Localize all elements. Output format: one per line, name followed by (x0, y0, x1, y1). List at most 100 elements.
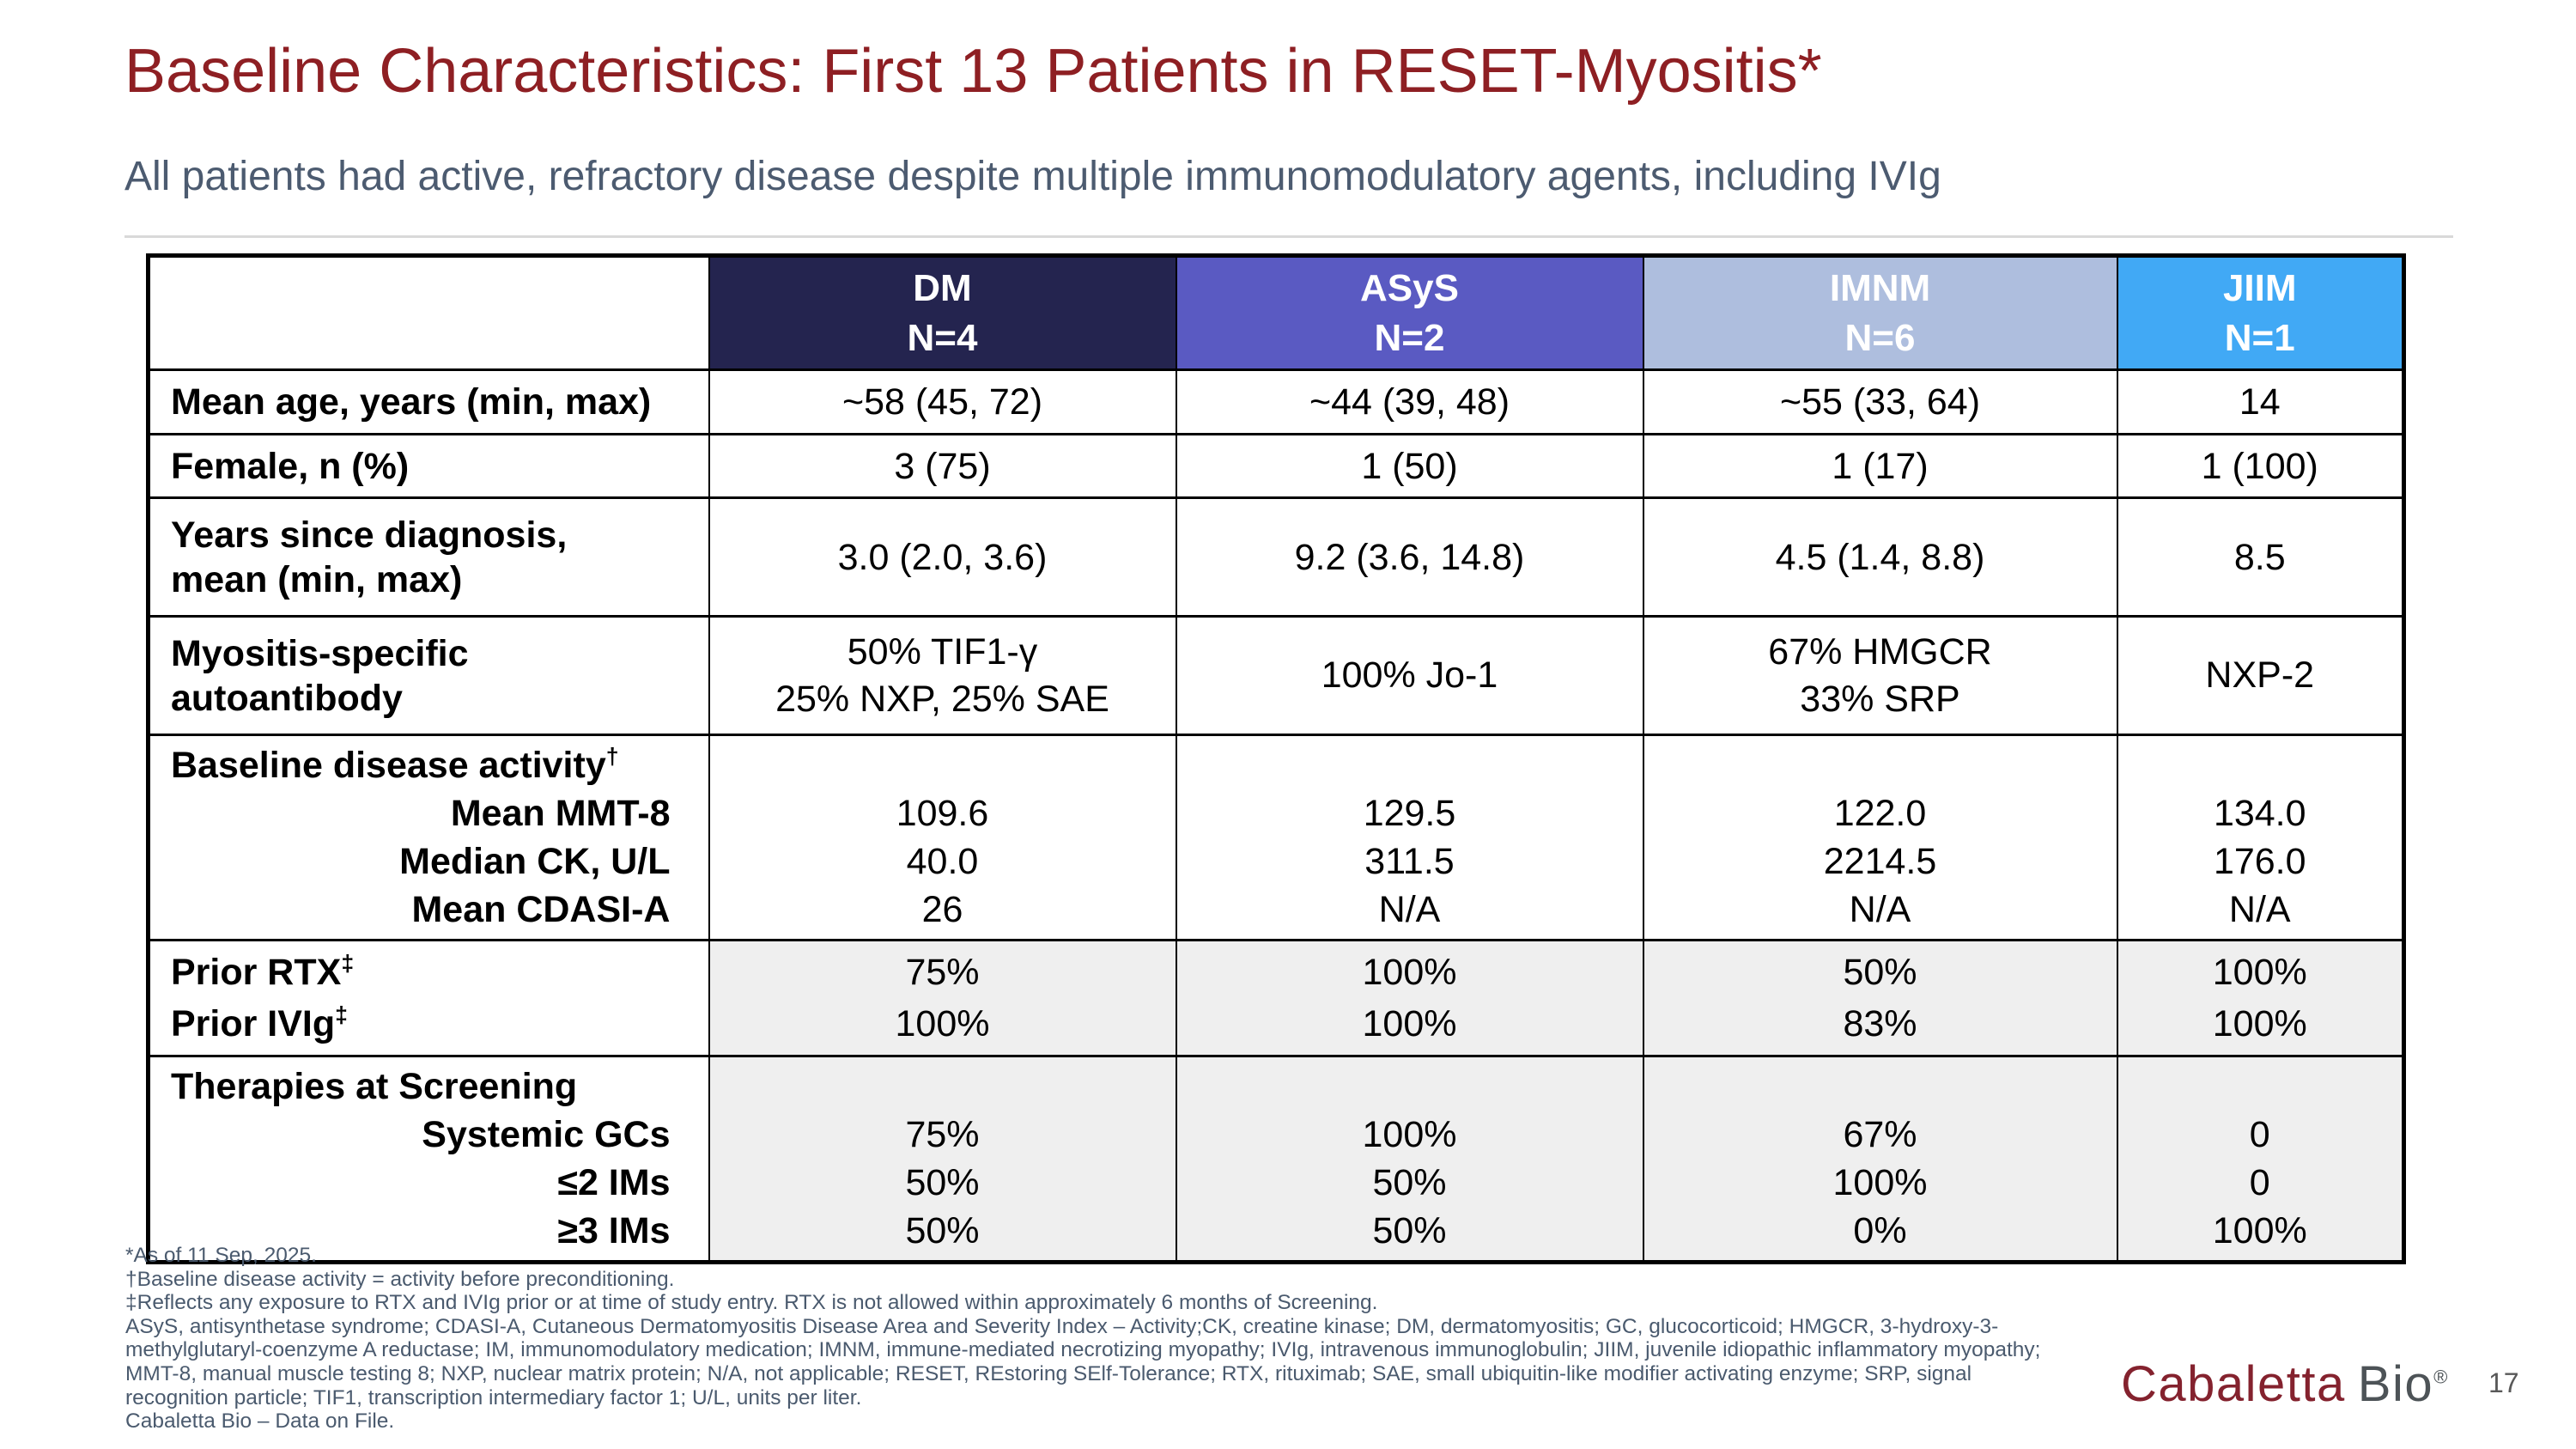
cell-dm: 50% TIF1-γ 25% NXP, 25% SAE (708, 615, 1177, 736)
row-label-line1: Prior RTX‡ (171, 950, 355, 993)
row-label: Prior RTX‡ Prior IVIg‡ (147, 939, 710, 1057)
table: DM N=4 ASyS N=2 IMNM N=6 JIIM N=1 Mea (146, 253, 2406, 1264)
row-label-line1: Years since diagnosis, (171, 514, 568, 556)
corner-cell (147, 254, 710, 371)
column-n: N=4 (907, 316, 978, 359)
cell-imnm: 67% HMGCR 33% SRP (1642, 615, 2118, 736)
column-header-dm: DM N=4 (708, 254, 1177, 371)
footnote-line: ASyS, antisynthetase syndrome; CDASI-A, … (125, 1314, 1999, 1338)
row-label-line1: Myositis-specific (171, 632, 469, 674)
row-label-line2: mean (min, max) (171, 558, 463, 600)
logo-text-cabaletta: Cabaletta (2121, 1356, 2346, 1412)
row-label: Female, n (%) (147, 433, 710, 499)
spacer-line (2119, 741, 2402, 789)
cell-dm: 75% 50% 50% (708, 1055, 1177, 1263)
baseline-characteristics-table: DM N=4 ASyS N=2 IMNM N=6 JIIM N=1 Mea (146, 253, 2406, 1264)
footnote-line: †Baseline disease activity = activity be… (125, 1267, 675, 1291)
sub-label: Systemic GCs (422, 1114, 671, 1155)
cell-asys: 9.2 (3.6, 14.8) (1175, 496, 1644, 618)
cell-asys: 129.5 311.5 N/A (1175, 734, 1644, 941)
group-title: Therapies at Screening (171, 1066, 578, 1107)
footnote-line: recognition particle; TIF1, transcriptio… (125, 1385, 862, 1409)
table-row-prior-therapy: Prior RTX‡ Prior IVIg‡ 75% 100% 100% 100… (147, 939, 2405, 1057)
column-name: IMNM (1829, 266, 1931, 309)
cell-dm: ~58 (45, 72) (708, 368, 1177, 435)
cell-dm: 3.0 (2.0, 3.6) (708, 496, 1177, 618)
sub-label: Mean CDASI-A (411, 889, 671, 930)
cell-imnm: ~55 (33, 64) (1642, 368, 2118, 435)
row-label-line2: autoantibody (171, 677, 403, 719)
cell-asys: ~44 (39, 48) (1175, 368, 1644, 435)
column-name: ASyS (1360, 266, 1459, 309)
logo-text-bio: Bio (2357, 1356, 2434, 1412)
cell-asys: 100% Jo-1 (1175, 615, 1644, 736)
cell-asys: 100% 100% (1175, 939, 1644, 1057)
column-n: N=1 (2224, 316, 2295, 359)
cell-imnm: 50% 83% (1642, 939, 2118, 1057)
cell-imnm: 67% 100% 0% (1642, 1055, 2118, 1263)
column-header-jiim: JIIM N=1 (2116, 254, 2405, 371)
spacer-line (1645, 741, 2116, 789)
sub-label: ≤2 IMs (557, 1162, 671, 1203)
double-dagger-mark: ‡ (341, 950, 355, 977)
table-header-row: DM N=4 ASyS N=2 IMNM N=6 JIIM N=1 (147, 254, 2405, 371)
table-row-autoantibody: Myositis-specific autoantibody 50% TIF1-… (147, 615, 2405, 736)
spacer-line (1178, 741, 1642, 789)
spacer-line (2119, 1062, 2402, 1111)
row-label: Mean age, years (min, max) (147, 368, 710, 435)
cell-dm: 3 (75) (708, 433, 1177, 499)
cabaletta-bio-logo: Cabaletta Bio® (2121, 1355, 2449, 1413)
footnote-line: ‡Reflects any exposure to RTX and IVIg p… (125, 1291, 1378, 1315)
column-header-asys: ASyS N=2 (1175, 254, 1644, 371)
cell-jiim: 134.0 176.0 N/A (2116, 734, 2405, 941)
table-row-female: Female, n (%) 3 (75) 1 (50) 1 (17) 1 (10… (147, 433, 2405, 499)
cell-dm: 75% 100% (708, 939, 1177, 1057)
slide-subtitle: All patients had active, refractory dise… (125, 154, 1941, 199)
table-row-therapies-at-screening: Therapies at Screening Systemic GCs ≤2 I… (147, 1055, 2405, 1263)
registered-mark-icon: ® (2433, 1366, 2449, 1388)
sub-label: ≥3 IMs (557, 1210, 671, 1251)
table-row-baseline-disease-activity: Baseline disease activity† Mean MMT-8 Me… (147, 734, 2405, 941)
spacer-line (711, 1062, 1175, 1111)
cell-jiim: NXP-2 (2116, 615, 2405, 736)
double-dagger-mark: ‡ (335, 1002, 348, 1028)
cell-jiim: 8.5 (2116, 496, 2405, 618)
cell-jiim: 0 0 100% (2116, 1055, 2405, 1263)
page-title: Baseline Characteristics: First 13 Patie… (125, 37, 1822, 106)
row-label-line2: Prior IVIg‡ (171, 1002, 348, 1044)
spacer-line (1645, 1062, 2116, 1111)
cell-dm: 109.6 40.0 26 (708, 734, 1177, 941)
row-label: Myositis-specific autoantibody (147, 615, 710, 736)
cell-imnm: 122.0 2214.5 N/A (1642, 734, 2118, 941)
page-number: 17 (2488, 1367, 2519, 1398)
column-name: JIIM (2222, 266, 2297, 309)
cell-jiim: 14 (2116, 368, 2405, 435)
column-n: N=6 (1844, 316, 1916, 359)
divider (125, 235, 2453, 238)
cell-jiim: 100% 100% (2116, 939, 2405, 1057)
row-label-group: Baseline disease activity† Mean MMT-8 Me… (147, 734, 710, 941)
column-name: DM (913, 266, 972, 309)
cell-jiim: 1 (100) (2116, 433, 2405, 499)
footnote-line: Cabaletta Bio – Data on File. (125, 1409, 395, 1434)
group-title: Baseline disease activity† (171, 743, 619, 786)
spacer-line (1178, 1062, 1642, 1111)
footnote-line: *As of 11 Sep, 2025. (125, 1244, 317, 1267)
column-n: N=2 (1374, 316, 1445, 359)
row-label: Years since diagnosis, mean (min, max) (147, 496, 710, 618)
table-row-years-since-diagnosis: Years since diagnosis, mean (min, max) 3… (147, 496, 2405, 618)
spacer-line (711, 741, 1175, 789)
dagger-mark: † (605, 743, 619, 770)
sub-label: Median CK, U/L (399, 841, 671, 882)
footnotes: *As of 11 Sep, 2025. †Baseline disease a… (125, 1244, 2126, 1434)
table-row-mean-age: Mean age, years (min, max) ~58 (45, 72) … (147, 368, 2405, 435)
cell-asys: 1 (50) (1175, 433, 1644, 499)
footnote-line: methylglutaryl-coenzyme A reductase; IM,… (125, 1338, 2041, 1362)
footnote-line: MMT-8, manual muscle testing 8; NXP, nuc… (125, 1361, 1972, 1385)
cell-imnm: 4.5 (1.4, 8.8) (1642, 496, 2118, 618)
column-header-imnm: IMNM N=6 (1642, 254, 2118, 371)
row-label-group: Therapies at Screening Systemic GCs ≤2 I… (147, 1055, 710, 1263)
sub-label: Mean MMT-8 (450, 793, 671, 834)
cell-asys: 100% 50% 50% (1175, 1055, 1644, 1263)
